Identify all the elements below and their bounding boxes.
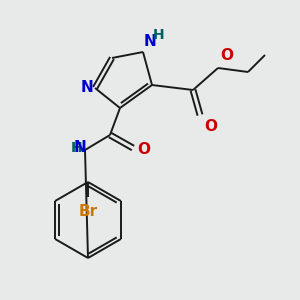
Text: O: O (137, 142, 150, 158)
Text: Br: Br (78, 204, 98, 219)
Text: N: N (80, 80, 93, 95)
Text: N: N (144, 34, 157, 49)
Text: O: O (220, 48, 233, 63)
Text: H: H (153, 28, 165, 42)
Text: H: H (70, 141, 82, 155)
Text: N: N (73, 140, 86, 155)
Text: O: O (204, 119, 217, 134)
